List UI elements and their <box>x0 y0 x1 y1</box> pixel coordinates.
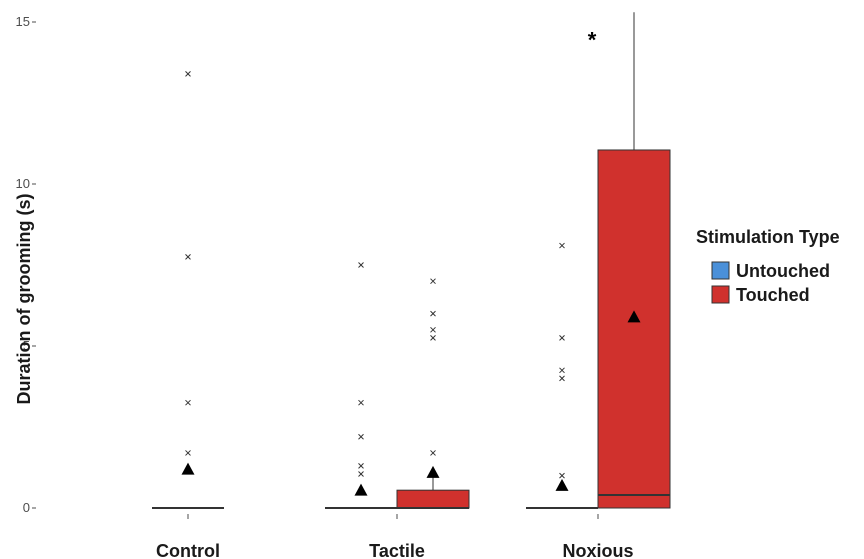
x-tick-label: Noxious <box>562 541 633 559</box>
x-axis: Control Tactile Noxious <box>156 514 634 559</box>
y-tick-label: 15 <box>16 14 30 29</box>
outlier-point <box>358 262 364 268</box>
legend-title: Stimulation Type <box>696 227 840 247</box>
outlier-point <box>358 471 364 477</box>
annotations: * <box>588 28 597 53</box>
outlier-point <box>185 254 191 260</box>
y-tick-label: 10 <box>16 176 30 191</box>
outlier-point <box>430 335 436 341</box>
legend-swatch <box>711 261 730 280</box>
x-tick-label: Tactile <box>369 541 425 559</box>
mean-marker <box>181 462 195 475</box>
y-tick-label: 0 <box>23 500 30 515</box>
mean-marker <box>426 465 440 478</box>
outlier-point <box>559 242 565 249</box>
legend-label: Touched <box>736 285 810 305</box>
box-tactile-untouched <box>325 262 397 509</box>
outlier-point <box>559 335 565 341</box>
box-tactile-touched <box>396 278 470 509</box>
legend-label: Untouched <box>736 261 830 281</box>
mean-marker <box>555 478 569 491</box>
outlier-point <box>559 472 565 479</box>
box-noxious-touched <box>597 12 671 509</box>
mean-marker <box>354 483 368 496</box>
y-tick-label: 5 <box>23 338 30 353</box>
legend-swatch <box>711 285 730 304</box>
box-noxious-untouched <box>526 242 598 509</box>
outlier-point <box>185 70 191 77</box>
outlier-point <box>430 326 436 333</box>
y-axis: 0 5 10 15 <box>16 14 36 515</box>
mean-marker <box>627 310 641 323</box>
legend: Stimulation Type Untouched Touched <box>696 227 840 305</box>
outlier-point <box>559 375 565 382</box>
outlier-point <box>185 399 191 406</box>
outlier-point <box>358 433 364 440</box>
box-control-untouched <box>152 70 224 509</box>
box-plots <box>152 12 671 509</box>
outlier-point <box>430 278 436 285</box>
x-tick-label: Control <box>156 541 220 559</box>
outlier-point <box>559 367 565 374</box>
box-body <box>597 149 671 509</box>
outlier-point <box>358 399 364 406</box>
box-body <box>396 489 470 509</box>
outlier-point <box>430 450 436 456</box>
outlier-point <box>185 450 191 456</box>
outlier-point <box>358 463 364 469</box>
significance-marker: * <box>588 28 597 53</box>
y-axis-title: Duration of grooming (s) <box>14 194 34 405</box>
outlier-point <box>430 310 436 317</box>
